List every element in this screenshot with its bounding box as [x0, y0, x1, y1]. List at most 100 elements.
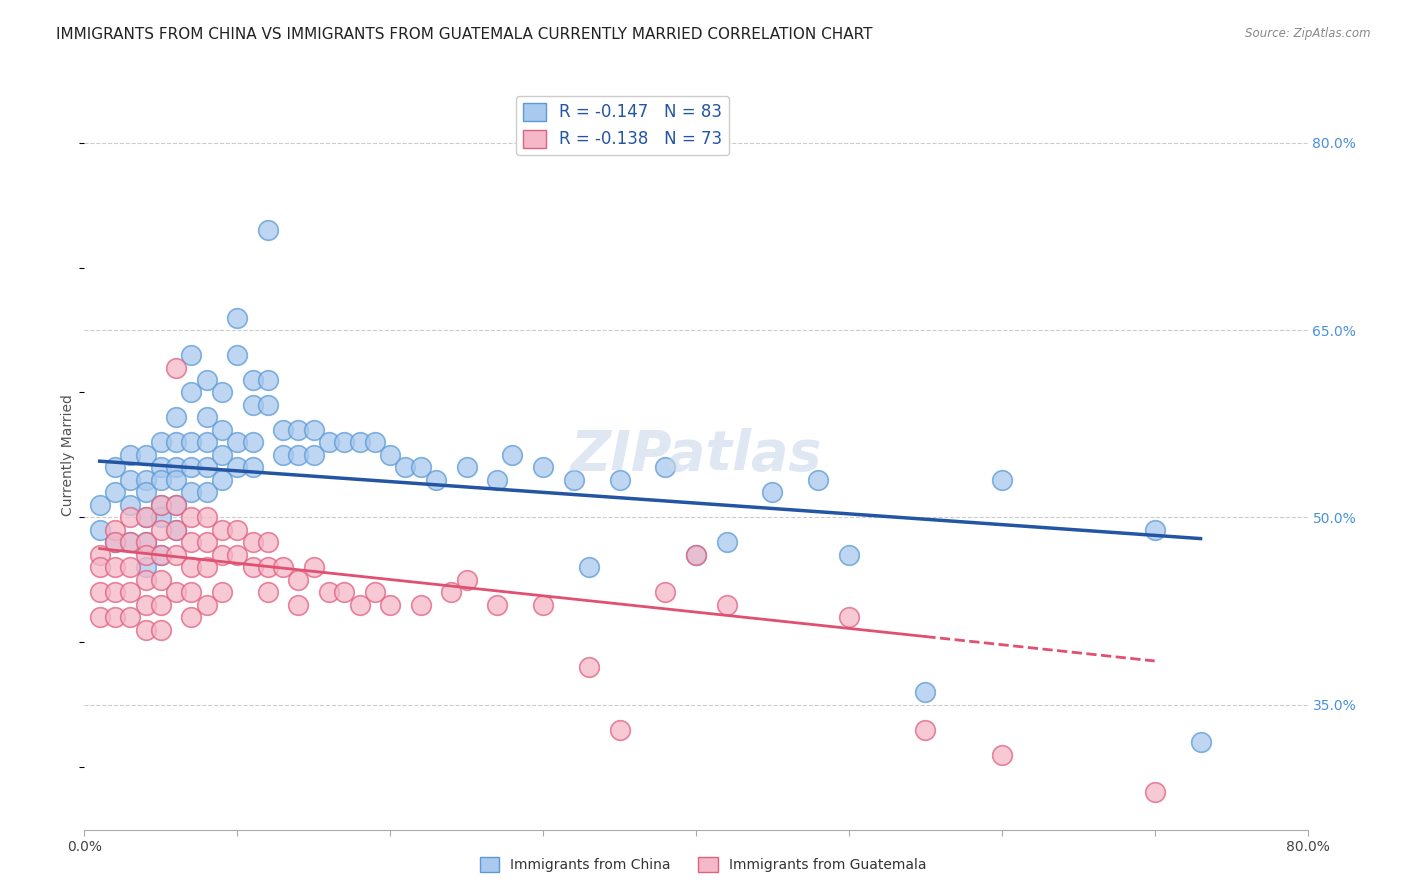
Point — [135, 573, 157, 587]
Point — [609, 723, 631, 737]
Point — [287, 598, 309, 612]
Point — [914, 723, 936, 737]
Point — [364, 585, 387, 599]
Point — [1189, 735, 1212, 749]
Point — [349, 598, 371, 612]
Point — [165, 548, 187, 562]
Point — [195, 560, 218, 574]
Point — [716, 598, 738, 612]
Point — [135, 535, 157, 549]
Point — [271, 560, 294, 574]
Point — [1143, 523, 1166, 537]
Point — [562, 473, 585, 487]
Point — [149, 573, 172, 587]
Point — [456, 573, 478, 587]
Point — [180, 585, 202, 599]
Point — [195, 410, 218, 425]
Point — [502, 448, 524, 462]
Point — [609, 473, 631, 487]
Point — [149, 473, 172, 487]
Point — [380, 448, 402, 462]
Point — [120, 610, 142, 624]
Point — [242, 373, 264, 387]
Point — [135, 510, 157, 524]
Point — [149, 548, 172, 562]
Point — [242, 535, 264, 549]
Point — [165, 523, 187, 537]
Point — [120, 585, 142, 599]
Point — [578, 660, 600, 674]
Point — [149, 460, 172, 475]
Point — [120, 510, 142, 524]
Point — [531, 598, 554, 612]
Point — [654, 460, 676, 475]
Point — [211, 448, 233, 462]
Point — [409, 598, 432, 612]
Point — [211, 473, 233, 487]
Point — [120, 498, 142, 512]
Point — [242, 435, 264, 450]
Point — [180, 485, 202, 500]
Point — [838, 548, 860, 562]
Point — [287, 423, 309, 437]
Point — [104, 535, 127, 549]
Point — [165, 435, 187, 450]
Point — [89, 610, 111, 624]
Point — [165, 585, 187, 599]
Point — [991, 747, 1014, 762]
Point — [135, 598, 157, 612]
Point — [104, 560, 127, 574]
Legend: Immigrants from China, Immigrants from Guatemala: Immigrants from China, Immigrants from G… — [474, 852, 932, 878]
Text: Source: ZipAtlas.com: Source: ZipAtlas.com — [1246, 27, 1371, 40]
Point — [394, 460, 416, 475]
Point — [165, 410, 187, 425]
Text: IMMIGRANTS FROM CHINA VS IMMIGRANTS FROM GUATEMALA CURRENTLY MARRIED CORRELATION: IMMIGRANTS FROM CHINA VS IMMIGRANTS FROM… — [56, 27, 873, 42]
Point — [120, 560, 142, 574]
Point — [486, 598, 509, 612]
Point — [440, 585, 463, 599]
Y-axis label: Currently Married: Currently Married — [62, 394, 76, 516]
Legend: R = -0.147   N = 83, R = -0.138   N = 73: R = -0.147 N = 83, R = -0.138 N = 73 — [516, 96, 730, 155]
Point — [195, 435, 218, 450]
Point — [135, 535, 157, 549]
Point — [120, 473, 142, 487]
Point — [318, 435, 340, 450]
Point — [226, 310, 249, 325]
Point — [302, 423, 325, 437]
Point — [89, 548, 111, 562]
Point — [654, 585, 676, 599]
Point — [149, 498, 172, 512]
Point — [195, 460, 218, 475]
Point — [226, 548, 249, 562]
Point — [578, 560, 600, 574]
Point — [135, 485, 157, 500]
Point — [349, 435, 371, 450]
Point — [318, 585, 340, 599]
Point — [211, 548, 233, 562]
Point — [89, 585, 111, 599]
Point — [287, 448, 309, 462]
Point — [807, 473, 830, 487]
Point — [333, 585, 356, 599]
Point — [135, 448, 157, 462]
Point — [165, 460, 187, 475]
Point — [257, 223, 280, 237]
Point — [120, 535, 142, 549]
Point — [914, 685, 936, 699]
Text: ZIPatlas: ZIPatlas — [571, 428, 821, 482]
Point — [120, 448, 142, 462]
Point — [180, 610, 202, 624]
Point — [211, 585, 233, 599]
Point — [456, 460, 478, 475]
Point — [226, 460, 249, 475]
Point — [104, 585, 127, 599]
Point — [120, 535, 142, 549]
Point — [149, 598, 172, 612]
Point — [89, 523, 111, 537]
Point — [257, 560, 280, 574]
Point — [165, 498, 187, 512]
Point — [302, 448, 325, 462]
Point — [531, 460, 554, 475]
Point — [149, 523, 172, 537]
Point — [149, 498, 172, 512]
